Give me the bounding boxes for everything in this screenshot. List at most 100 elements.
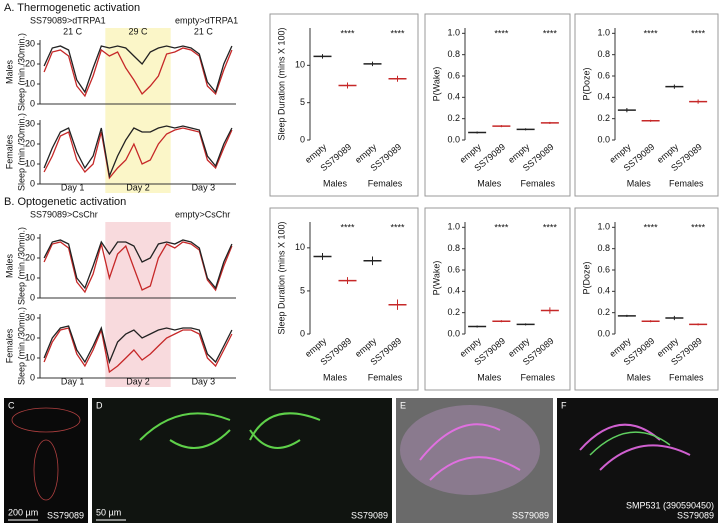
y-tick-label: 10	[295, 60, 305, 70]
significance: ****	[390, 222, 405, 232]
panel-title: B. Optogenetic activation	[4, 196, 126, 208]
significance: ****	[543, 222, 558, 232]
sex-label: Females	[669, 178, 704, 188]
significance: ****	[390, 28, 405, 38]
significance: ****	[340, 222, 355, 232]
brain-outline	[11, 407, 81, 433]
y-axis-label: Sleep Duration (mins X 100)	[276, 221, 286, 334]
y-tick-label: 0.8	[597, 49, 610, 59]
day-label: Day 2	[126, 182, 150, 192]
image-caption: SS79089	[512, 510, 549, 520]
y-axis-label: P(Wake)	[431, 261, 441, 296]
y-tick-label: 0	[30, 372, 35, 382]
image-caption: SS79089	[351, 510, 388, 520]
y-tick-label: 0.0	[597, 134, 610, 144]
neurons-magenta	[419, 423, 521, 481]
sex-label: Males	[323, 178, 348, 188]
legend-entry: SS79089>CsChr	[30, 209, 98, 219]
significance: ****	[644, 222, 659, 232]
day-label: Day 1	[61, 182, 85, 192]
image-caption: SS79089	[677, 510, 714, 520]
image-f	[557, 398, 718, 523]
significance: ****	[543, 28, 558, 38]
significance: ****	[340, 28, 355, 38]
day-label: Day 2	[126, 376, 150, 386]
significance: ****	[691, 222, 706, 232]
sex-label: Females	[520, 372, 555, 382]
y-tick-label: 0.6	[597, 70, 610, 80]
sex-label: Females	[368, 178, 403, 188]
y-tick-label: 20	[25, 332, 35, 342]
sex-label: Males	[323, 372, 348, 382]
image-label: C	[8, 400, 15, 410]
y-tick-label: 30	[25, 118, 35, 128]
y-tick-label: 1.0	[447, 28, 460, 38]
plot-frame	[574, 207, 719, 391]
y-tick-label: 10	[25, 78, 35, 88]
y-tick-label: 30	[25, 38, 35, 48]
image-d	[92, 398, 392, 523]
significance: ****	[494, 28, 509, 38]
y-tick-label: 0	[30, 178, 35, 188]
condition-label: 29 C	[128, 26, 148, 36]
y-axis-label: Sleep Duration (mins X 100)	[276, 27, 286, 140]
row-label: Males	[4, 60, 14, 85]
row-label: Females	[4, 328, 14, 363]
trace	[43, 125, 233, 179]
significance: ****	[644, 28, 659, 38]
y-tick-label: 20	[25, 138, 35, 148]
legend-entry: empty>CsChr	[175, 209, 230, 219]
image-label: D	[96, 400, 103, 410]
significance: ****	[691, 28, 706, 38]
y-axis-label: P(Doze)	[581, 261, 591, 294]
y-tick-label: 0.4	[597, 92, 610, 102]
day-label: Day 1	[61, 376, 85, 386]
legend-entry: empty>dTRPA1	[175, 15, 238, 25]
y-tick-label: 10	[25, 352, 35, 362]
highlight	[105, 222, 171, 387]
sex-label: Males	[477, 372, 502, 382]
sex-label: Males	[477, 178, 502, 188]
sex-label: Females	[368, 372, 403, 382]
day-label: Day 3	[192, 182, 216, 192]
y-tick-label: 0.4	[597, 286, 610, 296]
y-tick-label: 20	[25, 252, 35, 262]
image-caption: SS79089	[47, 510, 84, 520]
day-label: Day 3	[192, 376, 216, 386]
sex-label: Males	[627, 372, 652, 382]
y-tick-label: 0.4	[447, 92, 460, 102]
plot-frame	[269, 13, 419, 197]
y-tick-label: 1.0	[597, 222, 610, 232]
y-tick-label: 20	[25, 58, 35, 68]
y-tick-label: 0.6	[447, 70, 460, 80]
plot-frame	[269, 207, 419, 391]
y-axis-label: Sleep (min./30min.)	[16, 227, 26, 305]
y-tick-label: 0.8	[447, 243, 460, 253]
row-label: Males	[4, 254, 14, 279]
y-tick-label: 10	[25, 272, 35, 282]
y-tick-label: 0	[30, 98, 35, 108]
panel-title: A. Thermogenetic activation	[4, 2, 140, 14]
y-axis-label: P(Wake)	[431, 67, 441, 102]
y-tick-label: 0.6	[597, 264, 610, 274]
plot-frame	[424, 13, 571, 197]
y-tick-label: 0.2	[597, 307, 610, 317]
y-axis-label: P(Doze)	[581, 67, 591, 100]
trace	[43, 239, 233, 290]
y-tick-label: 0.6	[447, 264, 460, 274]
highlight	[105, 28, 171, 193]
trace	[43, 127, 233, 180]
image-c	[4, 398, 88, 523]
y-tick-label: 0.8	[447, 49, 460, 59]
y-tick-label: 30	[25, 232, 35, 242]
legend-entry: SS79089>dTRPA1	[30, 15, 106, 25]
y-tick-label: 5	[300, 97, 305, 107]
trace	[43, 327, 233, 374]
trace	[43, 45, 233, 94]
scale-label: 200 µm	[8, 507, 38, 517]
y-tick-label: 0.0	[447, 134, 460, 144]
sex-label: Females	[520, 178, 555, 188]
neurons-green	[589, 431, 671, 456]
